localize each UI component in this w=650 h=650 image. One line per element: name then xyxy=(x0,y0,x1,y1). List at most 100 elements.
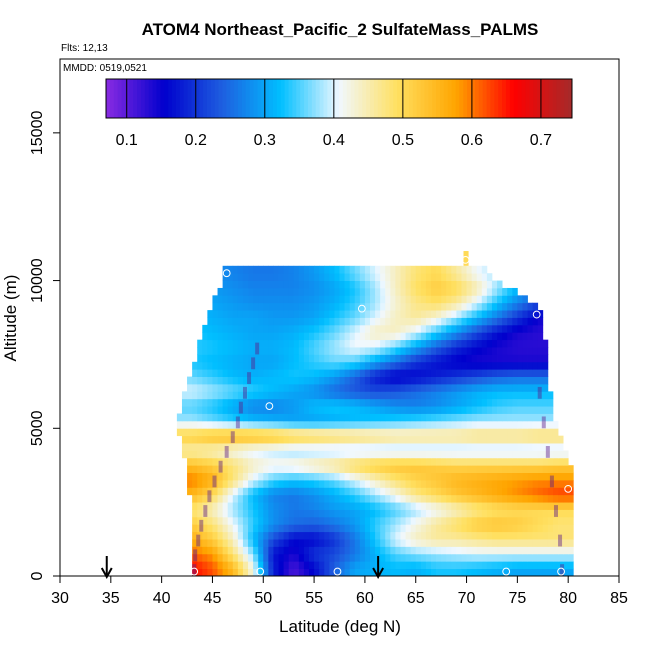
heatmap-cell xyxy=(242,457,249,466)
heatmap-cell xyxy=(415,354,422,363)
heatmap-cell xyxy=(212,406,218,414)
heatmap-cell xyxy=(319,339,325,348)
heatmap-cell xyxy=(354,273,361,281)
heatmap-cell xyxy=(517,531,523,540)
heatmap-cell xyxy=(253,383,259,392)
heatmap-cell xyxy=(461,428,467,437)
heatmap-cell xyxy=(344,502,351,510)
heatmap-cell xyxy=(268,369,274,377)
heatmap-cell xyxy=(502,539,508,547)
heatmap-cell xyxy=(298,369,305,377)
heatmap-cell xyxy=(309,450,315,459)
heatmap-cell xyxy=(497,487,503,496)
heatmap-cell xyxy=(187,450,193,459)
heatmap-cell xyxy=(329,265,335,274)
heatmap-cell xyxy=(344,361,351,370)
heatmap-cell xyxy=(319,487,325,496)
heatmap-cell xyxy=(491,509,498,518)
heatmap-cell xyxy=(334,539,340,547)
flight-track-segment xyxy=(203,505,208,517)
heatmap-cell xyxy=(253,465,259,473)
heatmap-cell xyxy=(512,369,518,377)
heatmap-cell xyxy=(283,509,290,518)
heatmap-cell xyxy=(222,295,229,304)
heatmap-cell xyxy=(314,398,320,407)
heatmap-cell xyxy=(486,502,493,510)
heatmap-cell xyxy=(242,465,249,473)
heatmap-cell xyxy=(278,450,284,459)
heatmap-cell xyxy=(512,324,518,333)
heatmap-cell xyxy=(476,317,483,326)
heatmap-cell xyxy=(532,383,539,392)
heatmap-cell xyxy=(395,546,401,555)
heatmap-cell xyxy=(441,383,447,392)
heatmap-cell xyxy=(298,561,305,570)
heatmap-cell xyxy=(425,317,432,326)
heatmap-cell xyxy=(319,472,325,481)
heatmap-cell xyxy=(476,361,483,370)
heatmap-cell xyxy=(375,502,381,510)
flight-track-segment xyxy=(537,386,542,399)
heatmap-cell xyxy=(486,398,493,407)
heatmap-cell xyxy=(430,494,437,503)
heatmap-cell xyxy=(319,376,325,385)
heatmap-cell xyxy=(314,287,320,296)
heatmap-cell xyxy=(451,487,457,496)
heatmap-cell xyxy=(197,443,203,451)
heatmap-cell xyxy=(278,265,284,274)
heatmap-cell xyxy=(471,450,478,459)
heatmap-cell xyxy=(430,531,437,540)
heatmap-cell xyxy=(334,531,340,540)
heatmap-cell xyxy=(471,539,478,547)
heatmap-cell xyxy=(364,546,371,555)
heatmap-cell xyxy=(527,376,534,385)
heatmap-cell xyxy=(319,516,325,525)
flight-track-segment xyxy=(199,519,204,532)
heatmap-cell xyxy=(486,531,493,540)
heatmap-cell xyxy=(512,420,518,429)
heatmap-cell xyxy=(420,450,427,459)
heatmap-cell xyxy=(278,509,284,518)
heatmap-cell xyxy=(237,347,244,355)
heatmap-cell xyxy=(430,287,437,296)
heatmap-cell xyxy=(537,383,544,392)
heatmap-cell xyxy=(278,361,284,370)
heatmap-cell xyxy=(207,420,213,429)
heatmap-cell xyxy=(227,450,234,459)
heatmap-cell xyxy=(380,332,386,341)
heatmap-cell xyxy=(222,317,229,326)
heatmap-cell xyxy=(476,435,483,444)
heatmap-cell xyxy=(436,354,442,363)
heatmap-cell xyxy=(339,383,345,392)
heatmap-cell xyxy=(187,413,193,422)
heatmap-cell xyxy=(309,265,315,274)
heatmap-cell xyxy=(456,435,462,444)
heatmap-cell xyxy=(476,516,483,525)
heatmap-cell xyxy=(436,539,442,547)
heatmap-cell xyxy=(258,265,264,274)
heatmap-cell xyxy=(222,568,229,577)
heatmap-cell xyxy=(288,539,295,547)
heatmap-cell xyxy=(212,457,218,466)
heatmap-cell xyxy=(258,561,264,570)
heatmap-cell xyxy=(436,472,442,481)
heatmap-cell xyxy=(263,376,269,385)
heatmap-cell xyxy=(309,287,315,296)
heatmap-cell xyxy=(415,428,422,437)
heatmap-cell xyxy=(532,302,539,311)
heatmap-cell xyxy=(217,361,224,370)
heatmap-cell xyxy=(232,302,239,311)
heatmap-cell xyxy=(344,273,351,281)
heatmap-cell xyxy=(283,561,290,570)
heatmap-cell xyxy=(497,465,503,473)
heatmap-cell xyxy=(217,420,224,429)
heatmap-cell xyxy=(324,391,330,400)
heatmap-cell xyxy=(212,413,218,422)
heatmap-cell xyxy=(547,450,554,459)
heatmap-cell xyxy=(309,413,315,422)
heatmap-cell xyxy=(481,502,488,510)
heatmap-cell xyxy=(395,516,401,525)
heatmap-cell xyxy=(375,273,381,281)
heatmap-cell xyxy=(405,339,412,348)
heatmap-cell xyxy=(329,391,335,400)
